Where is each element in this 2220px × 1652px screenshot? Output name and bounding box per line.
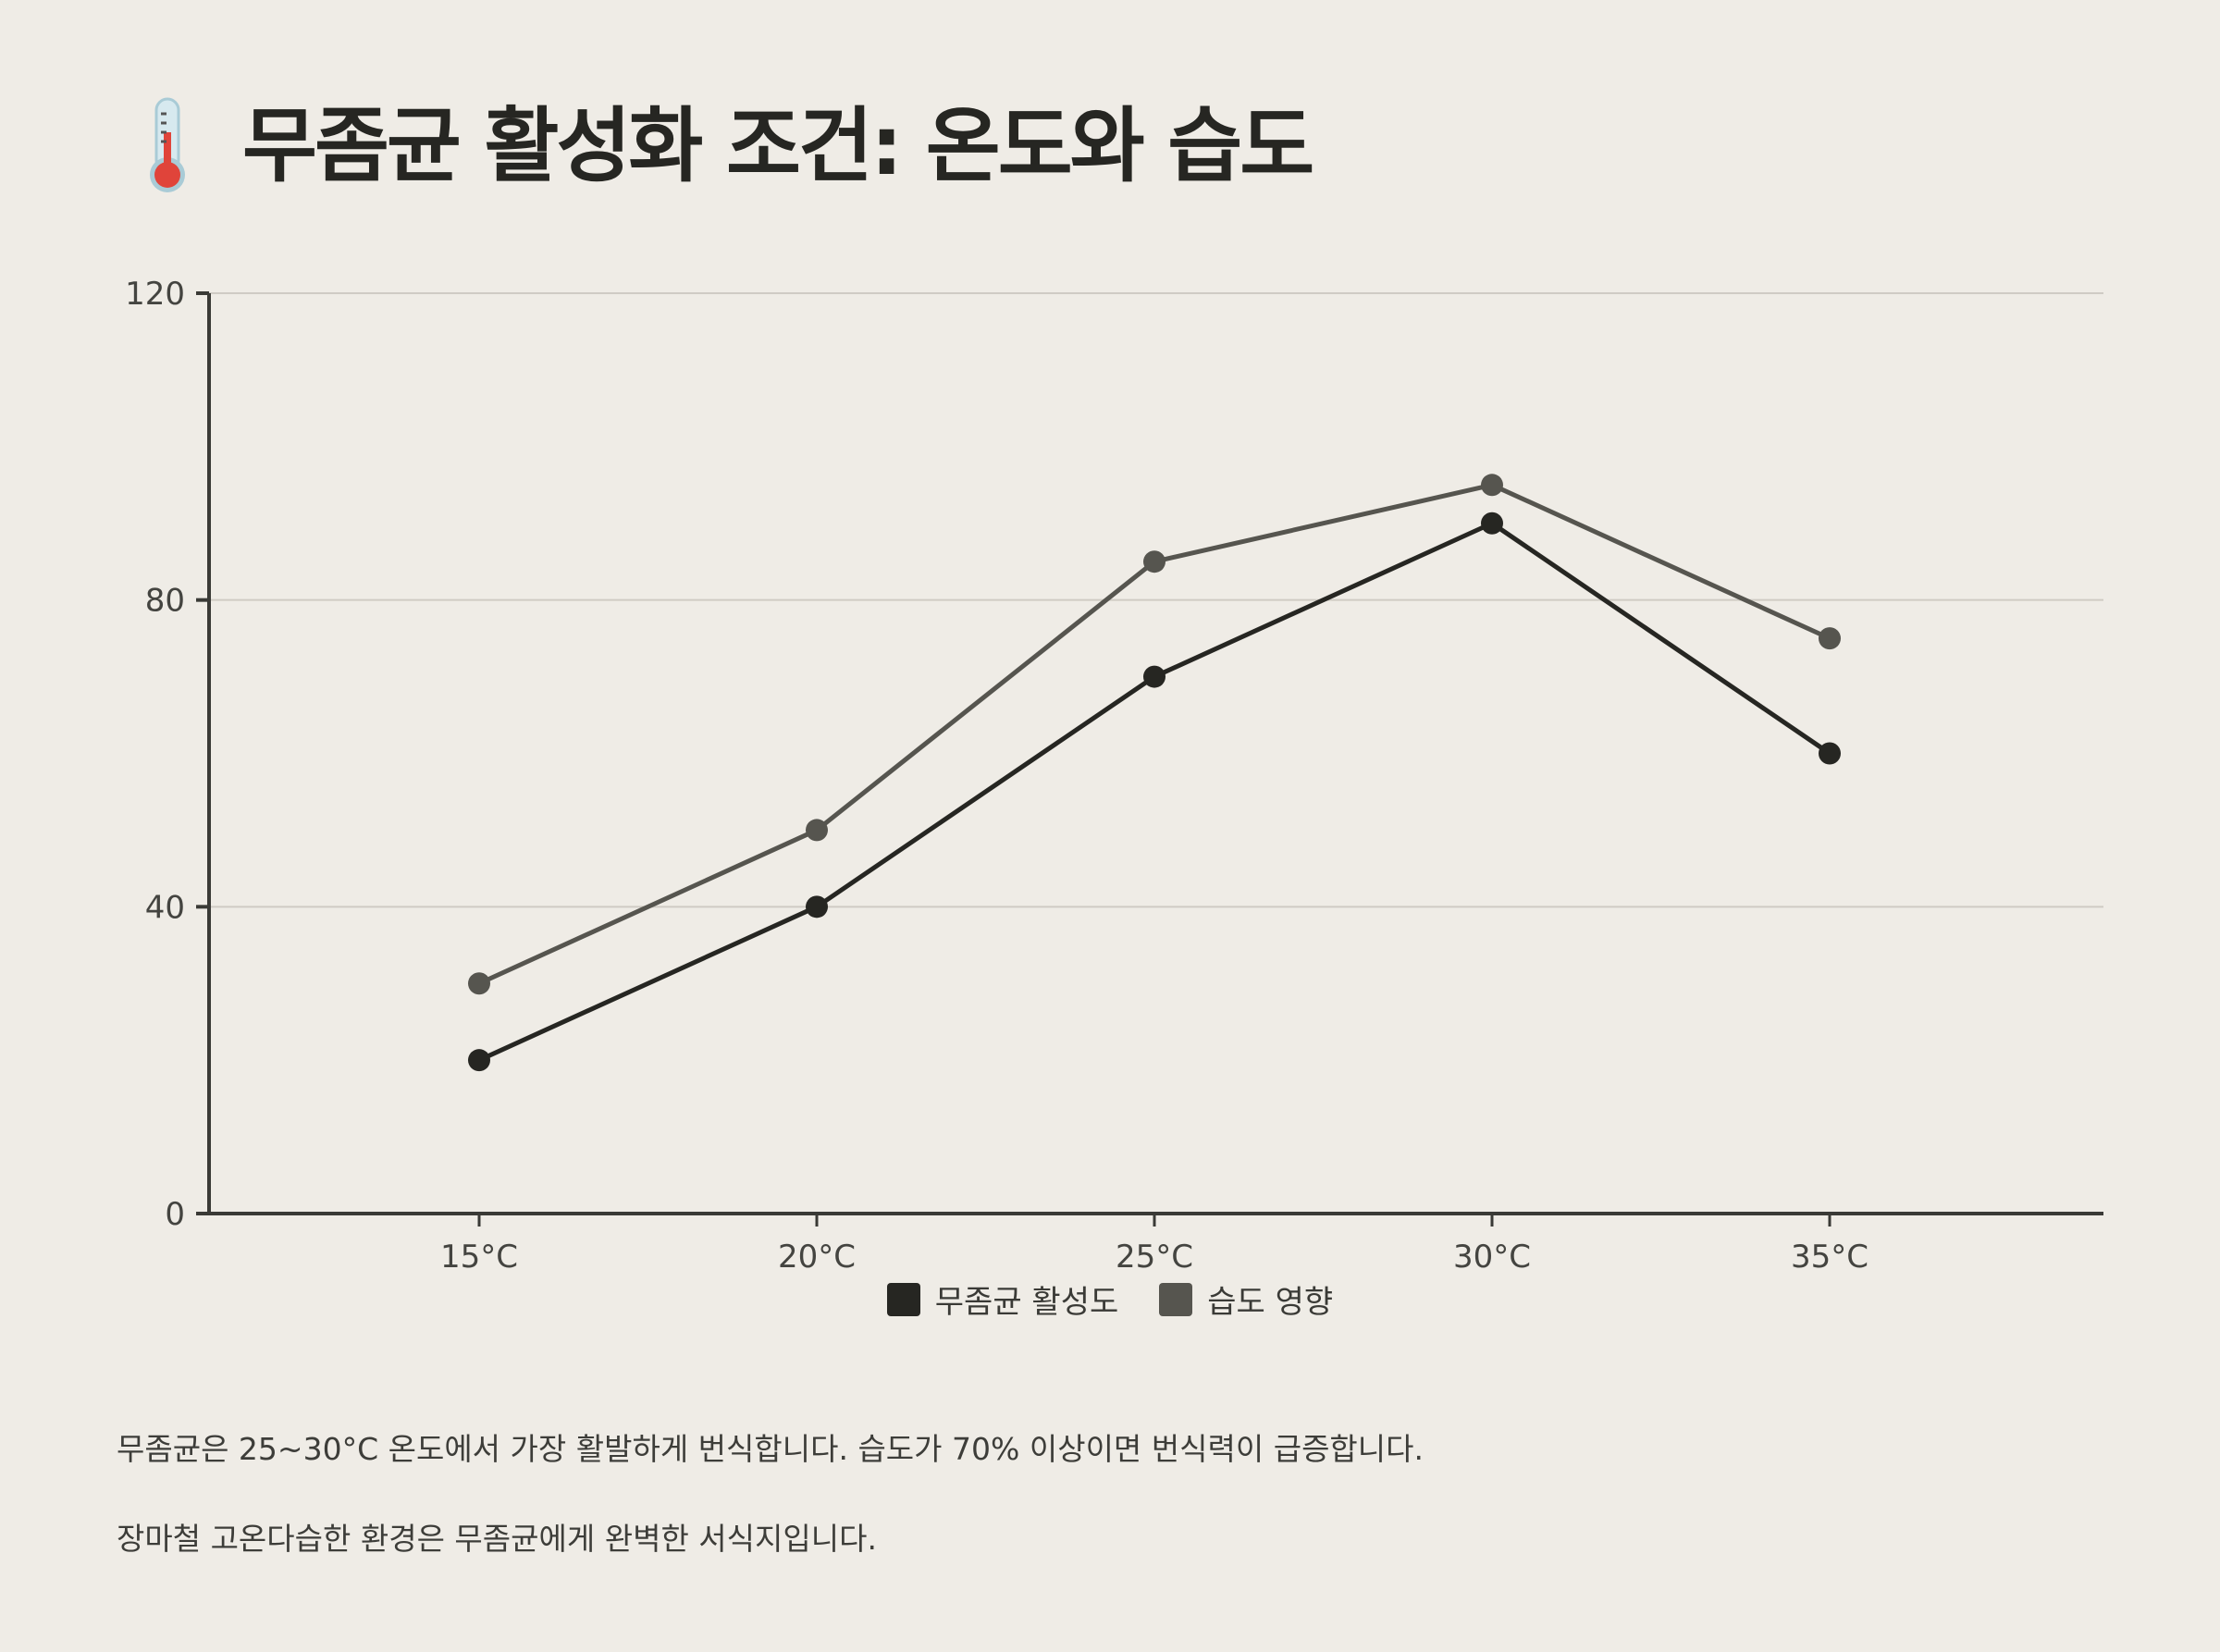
data-point-1	[1819, 627, 1841, 650]
series-line-0	[477, 521, 1832, 1063]
data-point-0	[468, 1049, 490, 1072]
data-point-0	[806, 895, 828, 918]
data-point-1	[468, 972, 490, 995]
title-row: 무좀균 활성화 조건: 온도와 습도	[139, 91, 1314, 202]
description-line-1: 무좀균은 25~30°C 온도에서 가장 활발하게 번식합니다. 습도가 70%…	[117, 1431, 1424, 1467]
y-tick-label: 120	[125, 276, 185, 313]
x-tick-label: 35°C	[1791, 1239, 1868, 1276]
data-point-1	[1481, 474, 1503, 497]
x-tick-label: 30°C	[1453, 1239, 1531, 1276]
data-point-1	[806, 819, 828, 842]
legend-swatch-activity	[886, 1282, 920, 1316]
legend-item-humidity: 습도 영향	[1159, 1276, 1333, 1322]
legend-label-humidity: 습도 영향	[1207, 1284, 1334, 1321]
data-point-0	[1819, 742, 1841, 765]
y-tick-label: 0	[165, 1196, 185, 1233]
data-point-0	[1143, 665, 1166, 688]
y-tick-label: 40	[145, 889, 185, 926]
x-tick-label: 15°C	[440, 1239, 518, 1276]
data-point-1	[1143, 550, 1166, 573]
data-point-0	[1481, 512, 1503, 535]
chart-legend: 무좀균 활성도 습도 영향	[0, 1276, 2220, 1322]
description-line-2: 장마철 고온다습한 환경은 무좀균에게 완벽한 서식지입니다.	[117, 1521, 877, 1557]
x-tick-label: 20°C	[778, 1239, 856, 1276]
x-tick-label: 25°C	[1116, 1239, 1193, 1276]
legend-swatch-humidity	[1159, 1282, 1193, 1316]
legend-item-activity: 무좀균 활성도	[886, 1276, 1119, 1322]
page-title: 무좀균 활성화 조건: 온도와 습도	[242, 98, 1314, 193]
legend-label-activity: 무좀균 활성도	[934, 1284, 1119, 1321]
thermometer-icon	[150, 97, 185, 192]
line-chart: 0 40 80 120 15°C 20°C 25°C 30°C 35°C	[125, 276, 2103, 1276]
y-tick-label: 80	[145, 583, 185, 620]
